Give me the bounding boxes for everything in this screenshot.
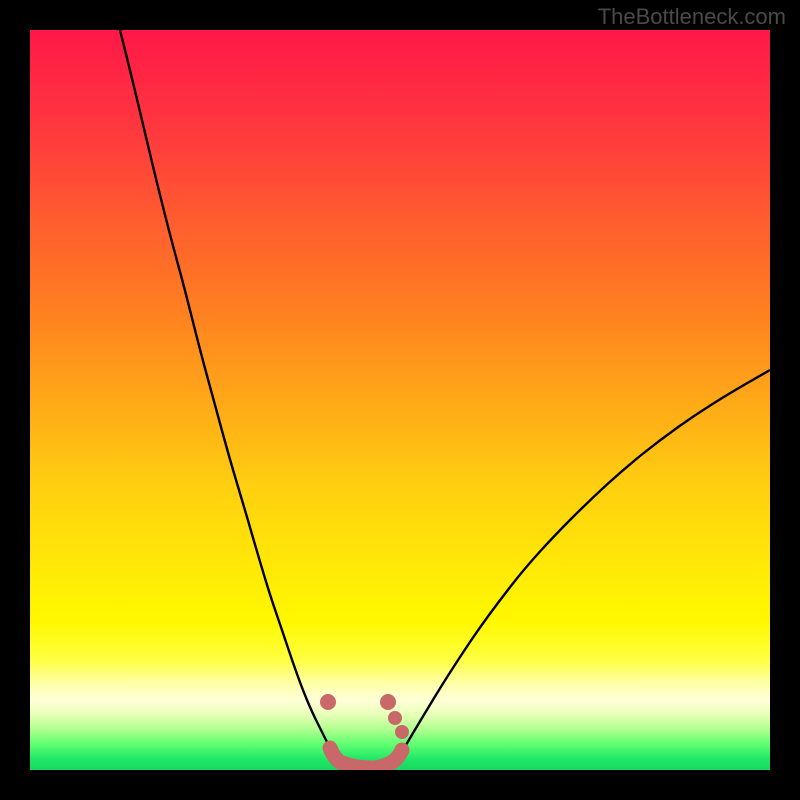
watermark-text: TheBottleneck.com xyxy=(598,4,786,30)
chart-container: TheBottleneck.com xyxy=(0,0,800,800)
curve-dot xyxy=(320,694,336,710)
curve-dot xyxy=(380,694,396,710)
curve-dot xyxy=(388,711,402,725)
left-curve-line xyxy=(120,30,336,758)
valley-marker xyxy=(330,748,402,768)
plot-area xyxy=(30,30,770,770)
right-curve-line xyxy=(398,370,770,758)
curve-dots xyxy=(320,694,409,739)
curve-dot xyxy=(395,725,409,739)
bottleneck-curve xyxy=(30,30,770,770)
